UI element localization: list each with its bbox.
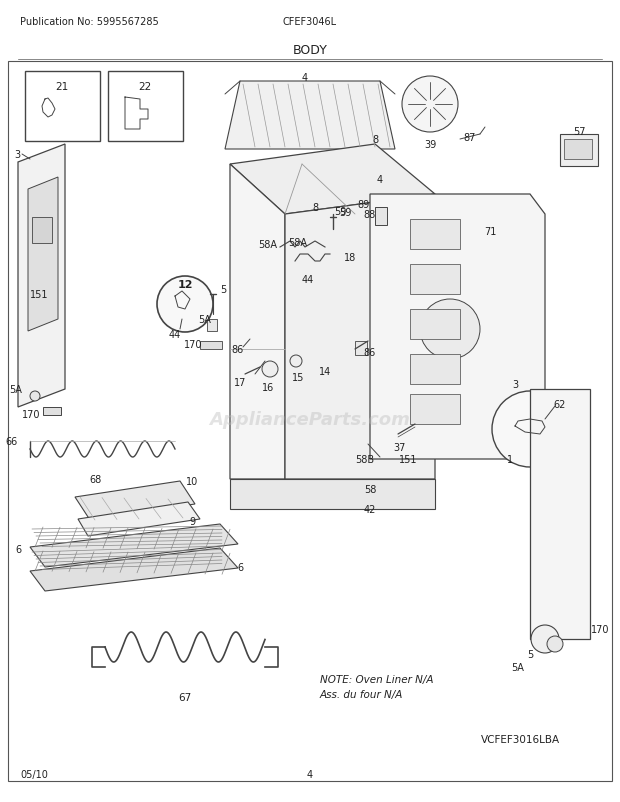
Text: 44: 44 bbox=[302, 274, 314, 285]
Text: 05/10: 05/10 bbox=[20, 769, 48, 779]
Text: 5A: 5A bbox=[9, 384, 22, 395]
Text: 4: 4 bbox=[302, 73, 308, 83]
Circle shape bbox=[262, 362, 278, 378]
Polygon shape bbox=[18, 145, 65, 407]
Text: 5: 5 bbox=[527, 649, 533, 659]
Polygon shape bbox=[75, 481, 195, 520]
Polygon shape bbox=[225, 82, 395, 150]
Polygon shape bbox=[285, 195, 435, 480]
Text: 57: 57 bbox=[573, 127, 585, 137]
Text: 170: 170 bbox=[184, 339, 202, 350]
Polygon shape bbox=[30, 549, 238, 591]
Text: 8: 8 bbox=[312, 203, 318, 213]
Text: 71: 71 bbox=[484, 227, 496, 237]
Text: 151: 151 bbox=[30, 290, 48, 300]
Text: 88: 88 bbox=[364, 210, 376, 220]
Polygon shape bbox=[370, 195, 545, 460]
Text: 37: 37 bbox=[394, 443, 406, 452]
Text: 42: 42 bbox=[364, 504, 376, 514]
Text: 12: 12 bbox=[177, 280, 193, 290]
Bar bbox=[8, 62, 612, 781]
Bar bbox=[248, 331, 258, 346]
Circle shape bbox=[157, 277, 213, 333]
Text: Publication No: 5995567285: Publication No: 5995567285 bbox=[20, 17, 159, 27]
Bar bbox=[410, 220, 460, 249]
Text: 1: 1 bbox=[507, 455, 513, 464]
Text: 170: 170 bbox=[22, 410, 40, 419]
Text: 39: 39 bbox=[424, 140, 436, 150]
Polygon shape bbox=[230, 480, 435, 509]
Bar bbox=[410, 310, 460, 339]
Text: 151: 151 bbox=[399, 455, 417, 464]
Bar bbox=[410, 354, 460, 384]
Text: CFEF3046L: CFEF3046L bbox=[283, 17, 337, 27]
Text: 17: 17 bbox=[234, 378, 246, 387]
Text: VCFEF3016LBA: VCFEF3016LBA bbox=[480, 734, 560, 744]
Text: 87: 87 bbox=[464, 133, 476, 143]
Circle shape bbox=[420, 300, 480, 359]
Text: 10: 10 bbox=[186, 476, 198, 486]
Circle shape bbox=[492, 391, 568, 468]
Circle shape bbox=[402, 77, 458, 133]
Text: 18: 18 bbox=[344, 253, 356, 263]
Text: 86: 86 bbox=[364, 347, 376, 358]
Bar bbox=[200, 342, 222, 350]
Text: 6: 6 bbox=[237, 562, 243, 573]
Text: 59: 59 bbox=[339, 208, 351, 217]
Text: BODY: BODY bbox=[293, 43, 327, 56]
Text: 59: 59 bbox=[334, 207, 346, 217]
Text: 67: 67 bbox=[179, 692, 192, 702]
Text: 68: 68 bbox=[89, 475, 101, 484]
Text: 58: 58 bbox=[364, 484, 376, 494]
Polygon shape bbox=[530, 390, 590, 639]
Text: 5A: 5A bbox=[512, 662, 525, 672]
Text: NOTE: Oven Liner N/A: NOTE: Oven Liner N/A bbox=[320, 674, 433, 684]
Text: 5A: 5A bbox=[198, 314, 211, 325]
Polygon shape bbox=[230, 164, 285, 480]
Bar bbox=[43, 407, 61, 415]
Circle shape bbox=[547, 636, 563, 652]
Text: 14: 14 bbox=[319, 367, 331, 376]
Polygon shape bbox=[30, 525, 238, 567]
Bar bbox=[560, 135, 598, 167]
Circle shape bbox=[30, 391, 40, 402]
Text: 4: 4 bbox=[307, 769, 313, 779]
Text: 3: 3 bbox=[14, 150, 20, 160]
Circle shape bbox=[531, 626, 559, 653]
Circle shape bbox=[290, 355, 302, 367]
Text: 3: 3 bbox=[512, 379, 518, 390]
Text: 66: 66 bbox=[6, 436, 18, 447]
Polygon shape bbox=[78, 502, 200, 537]
Polygon shape bbox=[28, 178, 58, 331]
Polygon shape bbox=[230, 145, 435, 215]
Text: 21: 21 bbox=[55, 82, 69, 92]
Bar bbox=[564, 140, 592, 160]
Text: 6: 6 bbox=[16, 545, 22, 554]
Bar bbox=[108, 72, 183, 142]
Text: 58B: 58B bbox=[355, 455, 374, 464]
Text: Ass. du four N/A: Ass. du four N/A bbox=[320, 689, 404, 699]
Bar bbox=[355, 342, 367, 355]
Text: 86: 86 bbox=[232, 345, 244, 354]
Text: 170: 170 bbox=[591, 624, 609, 634]
Bar bbox=[410, 265, 460, 294]
Text: 8: 8 bbox=[372, 135, 378, 145]
Text: 4: 4 bbox=[377, 175, 383, 184]
Bar bbox=[410, 395, 460, 424]
Text: 5: 5 bbox=[220, 285, 226, 294]
Text: 16: 16 bbox=[262, 383, 274, 392]
Bar bbox=[375, 208, 387, 225]
Text: 58A: 58A bbox=[288, 237, 308, 248]
Text: 58A: 58A bbox=[259, 240, 278, 249]
Text: 15: 15 bbox=[292, 373, 304, 383]
Text: 22: 22 bbox=[138, 82, 152, 92]
Text: 44: 44 bbox=[169, 330, 181, 339]
Text: ApplianceParts.com: ApplianceParts.com bbox=[210, 411, 410, 428]
Bar bbox=[25, 72, 100, 142]
Bar bbox=[32, 217, 52, 244]
Text: 89: 89 bbox=[357, 200, 369, 210]
Text: 9: 9 bbox=[189, 516, 195, 526]
Bar bbox=[207, 320, 217, 331]
Text: 62: 62 bbox=[554, 399, 566, 410]
